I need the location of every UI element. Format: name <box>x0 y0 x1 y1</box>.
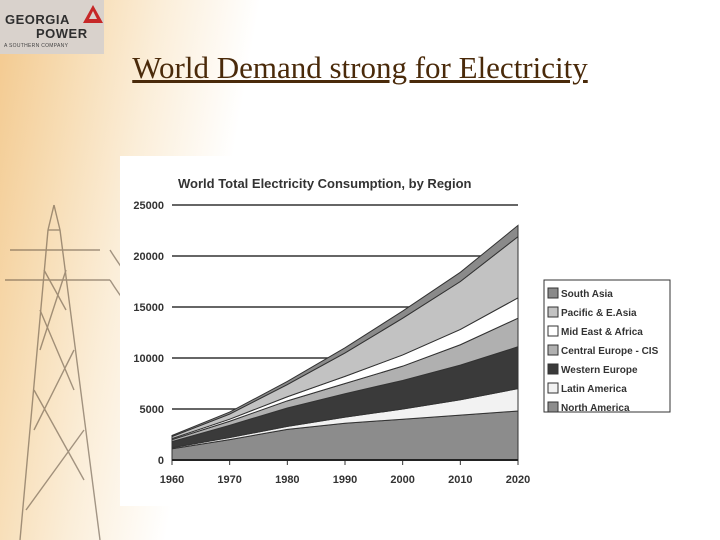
y-tick-label: 15000 <box>133 302 164 314</box>
legend-label: Mid East & Africa <box>561 327 643 338</box>
x-tick-label: 2000 <box>390 474 414 486</box>
y-tick-label: 25000 <box>133 200 164 212</box>
logo-subtitle: A SOUTHERN COMPANY <box>4 43 69 49</box>
legend-label: Western Europe <box>561 365 638 376</box>
logo-triangle-icon <box>83 5 103 23</box>
legend-box <box>543 279 671 413</box>
legend-label: Pacific & E.Asia <box>561 308 637 319</box>
legend-swatch <box>547 401 559 413</box>
electricity-chart: World Total Electricity Consumption, by … <box>133 176 671 486</box>
x-tick-label: 1960 <box>160 474 184 486</box>
legend-swatch <box>547 382 559 394</box>
logo-line2: POWER <box>36 26 88 41</box>
legend-swatch <box>547 325 559 337</box>
y-tick-label: 5000 <box>140 404 164 416</box>
y-tick-label: 0 <box>158 455 164 467</box>
legend-label: South Asia <box>561 289 613 300</box>
x-tick-label: 1990 <box>333 474 357 486</box>
logo-line1: GEORGIA <box>5 12 70 27</box>
chart-panel: World Total Electricity Consumption, by … <box>120 156 680 506</box>
x-tick-label: 2010 <box>448 474 472 486</box>
chart-title: World Total Electricity Consumption, by … <box>178 176 472 191</box>
y-tick-label: 20000 <box>133 251 164 263</box>
legend-swatch <box>547 344 559 356</box>
area-south-asia <box>171 224 519 438</box>
chart-legend: South Asia Pacific & E.Asia Mid East & Afr… <box>543 279 671 414</box>
x-tick-label: 2020 <box>506 474 530 486</box>
georgia-power-logo: GEORGIA POWER A SOUTHERN COMPANY <box>0 0 104 54</box>
legend-swatch <box>547 306 559 318</box>
legend-label: Latin America <box>561 384 627 395</box>
x-tick-label: 1970 <box>217 474 241 486</box>
chart-axes: 0 5000 10000 15000 20000 25000 1960 1970 1980 199… <box>133 200 530 486</box>
slide-title: World Demand strong for Electricity <box>132 50 588 85</box>
legend-swatch <box>547 287 559 299</box>
legend-label: North America <box>561 403 630 414</box>
chart-areas <box>171 224 519 461</box>
legend-swatch <box>547 363 559 375</box>
x-tick-label: 1980 <box>275 474 299 486</box>
y-tick-label: 10000 <box>133 353 164 365</box>
legend-label: Central Europe - CIS <box>561 346 659 357</box>
